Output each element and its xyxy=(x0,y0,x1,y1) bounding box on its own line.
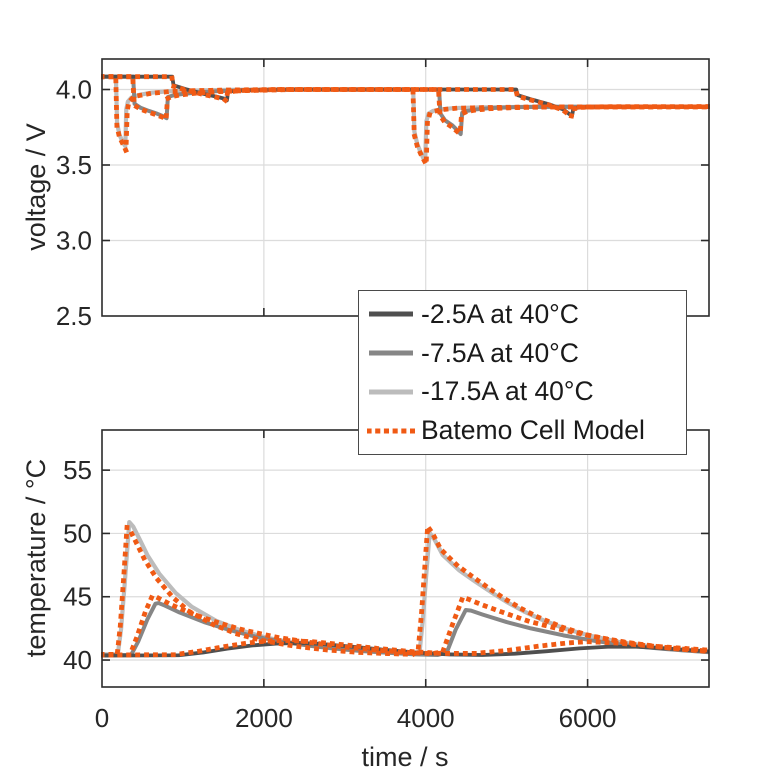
legend-entry: -17.5A at 40°C xyxy=(367,373,678,410)
legend-label: -17.5A at 40°C xyxy=(421,376,594,407)
voltage-axis-label: voltage / V xyxy=(21,123,51,251)
series-line xyxy=(101,593,710,658)
x-tick-label: 0 xyxy=(95,703,109,733)
legend-entry: Batemo Cell Model xyxy=(367,412,678,449)
legend-label: -2.5A at 40°C xyxy=(421,298,579,329)
y-tick-label: 40 xyxy=(63,645,92,675)
legend-entry: -2.5A at 40°C xyxy=(367,296,678,333)
legend-line-sample xyxy=(369,350,413,356)
legend-line-sample xyxy=(369,311,413,317)
legend-line-sample xyxy=(369,389,413,395)
series-line xyxy=(101,524,710,657)
y-tick-label: 2.5 xyxy=(56,301,92,331)
x-axis-label: time / s xyxy=(361,742,448,772)
y-tick-label: 3.0 xyxy=(56,226,92,256)
y-tick-label: 55 xyxy=(63,455,92,485)
y-tick-label: 4.0 xyxy=(56,75,92,105)
legend: -2.5A at 40°C -7.5A at 40°C -17.5A at 40°C… xyxy=(358,290,687,455)
y-tick-label: 50 xyxy=(63,518,92,548)
legend-label: -7.5A at 40°C xyxy=(421,337,579,368)
legend-entry: -7.5A at 40°C xyxy=(367,335,678,372)
temperature-plot: 40 45 50 55 0 2000 4000 6000 xyxy=(63,429,710,733)
y-tick-label: 45 xyxy=(63,582,92,612)
x-tick-label: 6000 xyxy=(559,703,617,733)
y-tick-label: 3.5 xyxy=(56,150,92,180)
legend-dotted-line-sample xyxy=(367,428,415,434)
voltage-plot: 2.5 3.0 3.5 4.0 xyxy=(56,58,710,331)
series-line xyxy=(101,638,710,658)
x-tick-label: 2000 xyxy=(235,703,293,733)
plot-background xyxy=(102,59,709,316)
temperature-axis-label: temperature / °C xyxy=(21,459,51,657)
legend-label: Batemo Cell Model xyxy=(421,415,645,446)
x-tick-label: 4000 xyxy=(397,703,455,733)
